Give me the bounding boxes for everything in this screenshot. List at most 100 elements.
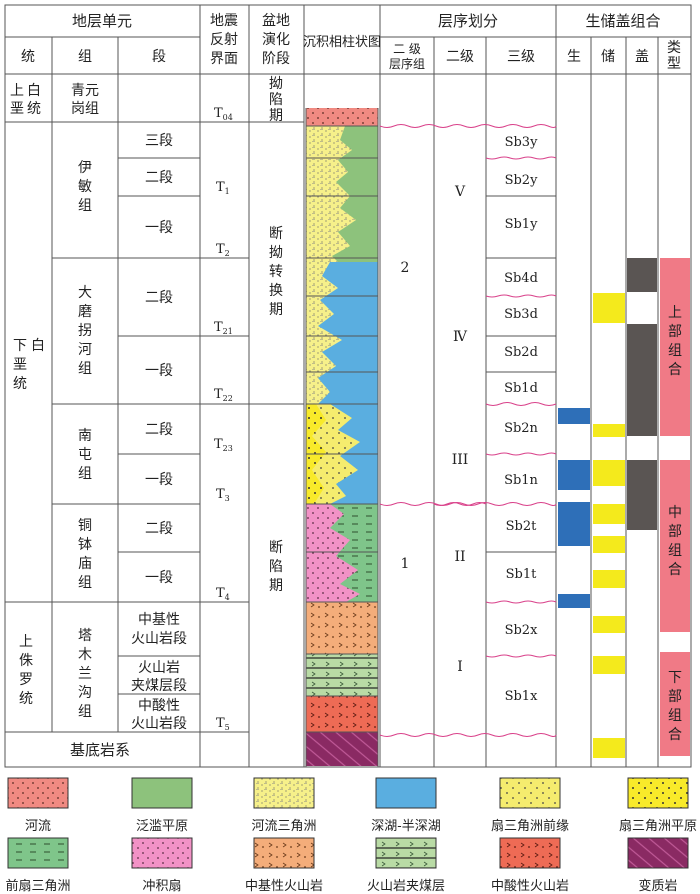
formation-nantun-3: 组 [78,466,92,482]
third-order-sb3y: Sb3y [505,135,538,150]
header-reservoir: 储 [601,49,615,65]
sequence-boundary-5 [485,452,557,456]
sequence-boundaries [379,124,557,737]
system-lower-cretaceous-4: 统 [13,376,27,392]
header-seq-group-1: 二 级 [393,42,421,56]
member-tongbomiao-1: 一段 [145,570,173,586]
basin-depression-1: 拗 [269,76,283,92]
formation-tongbomiao-3: 庙 [78,556,92,572]
legend-label-12: 变质岩 [638,878,677,894]
third-order-sb2y: Sb2y [505,173,538,188]
header-source: 生 [567,49,581,65]
type-lower-2: 部 [668,689,682,705]
source-bar-3 [558,502,590,546]
second-order-III: III [452,452,469,468]
assemblage-types: 上 部 组 合 中 部 组 合 下 部 组 合 [668,305,682,743]
seismic-T2: T2 [216,242,230,258]
member-yimin-2: 二段 [145,170,173,186]
header-sequence: 层序划分 [438,12,498,30]
legend-label-4: 深湖-半深湖 [371,819,440,834]
seismic-T23: T23 [214,437,233,453]
header-basin-2: 演化 [262,32,290,48]
cap-bar-2 [627,324,657,436]
header-type-2: 型 [667,56,681,72]
type-upper-1: 上 [668,305,682,321]
systems: 上 白 垩 统 下 白 垩 统 上 侏 罗 统 [10,83,45,707]
facies-column [306,108,378,766]
formation-tamulangou-4: 沟 [78,685,92,701]
third-order-sb3d: Sb3d [504,307,538,322]
formations: 青元 岗组 伊 敏 组 大 磨 拐 河 组 南 屯 组 铜 钵 庙 组 塔 木 … [71,83,99,720]
member-damoguaihe-2: 二段 [145,290,173,306]
member-yimin-3: 三段 [145,133,173,149]
seismic-T1: T1 [216,180,230,196]
reservoir-bar-7 [593,616,625,633]
formation-tamulangou-3: 兰 [78,666,92,682]
header-basin-1: 盆地 [262,13,290,29]
member-intermediate-basic-1: 中基性 [138,611,180,628]
type-upper-3: 组 [668,343,682,359]
legend-label-11: 中酸性火山岩 [491,879,569,894]
reservoir-bar-9 [593,738,625,758]
sequence-group-2: 2 [401,260,410,276]
basin-stages: 拗 陷 期 断 拗 转 换 期 断 陷 期 [269,76,283,594]
basin-transition-2: 拗 [269,245,283,261]
formation-qingyuangang-2: 岗组 [71,101,99,117]
reservoir-bar-4 [593,504,625,524]
seismic-T3: T3 [216,487,230,503]
facies-river-delta-yimin [306,126,356,262]
header: 地层单元 统 组 段 地震 反射 界面 盆地 演化 阶段 沉积相柱状图 层序划分… [21,12,681,72]
legend-label-6: 扇三角洲平原 [619,818,697,834]
sequence-group-1: 1 [401,556,410,572]
header-facies-column: 沉积相柱状图 [303,35,381,50]
basement-label: 基底岩系 [70,741,130,759]
member-intermediate-acid-2: 火山岩段 [131,716,187,732]
third-order-sb1y: Sb1y [505,217,538,232]
formation-damoguaihe-3: 拐 [78,323,92,339]
basin-transition-1: 断 [269,226,283,242]
formation-nantun-2: 屯 [78,447,92,463]
formation-tamulangou-5: 组 [78,704,92,720]
type-lower-1: 下 [668,670,682,686]
formation-damoguaihe-2: 磨 [78,304,92,320]
seismic-T4: T4 [216,586,230,602]
facies-river-delta-damoguaihe [306,262,342,404]
legend-swatch-12 [627,837,689,869]
type-middle-4: 合 [668,562,682,578]
cap-bar-3 [627,460,657,530]
facies-metamorphic-basement [306,732,378,766]
basin-transition-3: 转 [269,264,283,280]
legend-swatch-3 [253,777,315,809]
formation-damoguaihe-5: 组 [78,361,92,377]
second-order-IV: Ⅳ [453,329,468,345]
legend-label-8: 冲积扇 [142,878,181,894]
grid [4,4,692,768]
legend-label-7: 前扇三角洲 [5,878,70,894]
reservoir-bar-5 [593,536,625,553]
header-second-order: 二级 [446,49,474,65]
legend-label-9: 中基性火山岩 [245,879,323,894]
source-bar-2 [558,460,590,490]
member-yimin-1: 一段 [145,220,173,236]
header-member: 段 [152,49,166,65]
formation-tamulangou-2: 木 [78,647,92,663]
system-upper-jurassic-1: 上 [19,634,33,650]
third-order-sequences: Sb3y Sb2y Sb1y Sb4d Sb3d Sb2d Sb1d Sb2n Sb1n Sb2t… [504,135,538,704]
basin-rift-1: 断 [269,540,283,556]
facies-volcanic-coal [306,654,378,696]
system-upper-cretaceous-2: 白 [27,83,41,99]
legend-label-1: 河流 [25,819,51,834]
member-intermediate-acid-1: 中酸性 [138,698,180,714]
system-upper-jurassic-2: 侏 [19,653,33,669]
legend-swatch-7 [7,837,69,869]
reservoir-bar-8 [593,656,625,674]
sequence-boundary-7 [485,600,557,604]
reservoir-bar-6 [593,570,625,588]
header-type-1: 类 [667,40,681,56]
type-middle-3: 组 [668,543,682,559]
system-lower-cretaceous-1: 下 [13,338,27,354]
sequence-boundary-10 [433,502,487,506]
seismic-T04: T04 [214,106,233,122]
member-nantun-1: 一段 [145,472,173,488]
